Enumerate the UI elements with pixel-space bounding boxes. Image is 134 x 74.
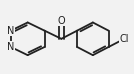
Text: N: N xyxy=(7,42,14,52)
Text: Cl: Cl xyxy=(120,34,129,44)
Text: N: N xyxy=(7,26,14,36)
Text: O: O xyxy=(58,16,65,26)
